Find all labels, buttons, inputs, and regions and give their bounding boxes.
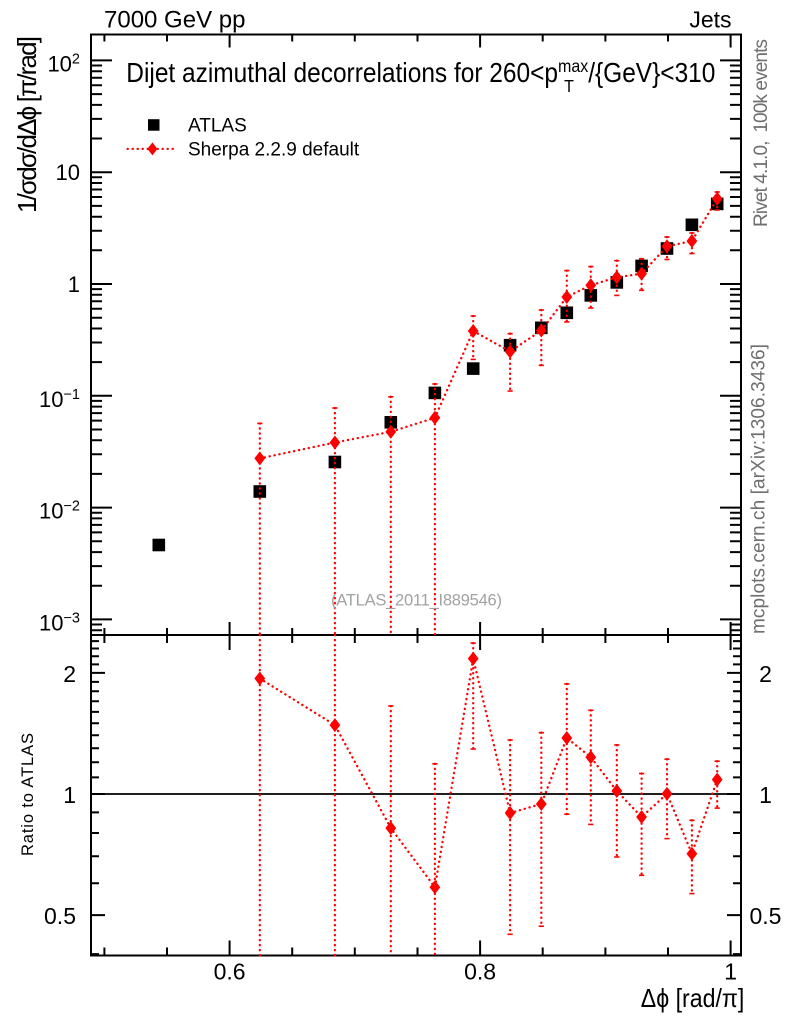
svg-text:ATLAS: ATLAS <box>188 116 247 137</box>
svg-text:Jets: Jets <box>689 7 731 33</box>
svg-text:7000 GeV pp: 7000 GeV pp <box>104 7 245 34</box>
svg-text:0.5: 0.5 <box>750 903 782 929</box>
svg-text:2: 2 <box>63 661 76 687</box>
svg-text:0.6: 0.6 <box>214 959 246 985</box>
svg-text:mcplots.cern.ch [arXiv:1306.34: mcplots.cern.ch [arXiv:1306.3436] <box>749 344 770 634</box>
svg-text:1/σdσ/dΔϕ [π/rad]: 1/σdσ/dΔϕ [π/rad] <box>12 36 42 213</box>
svg-text:1: 1 <box>63 782 76 808</box>
svg-text:0.8: 0.8 <box>464 959 496 985</box>
svg-text:Ratio to ATLAS: Ratio to ATLAS <box>19 733 37 856</box>
svg-text:1: 1 <box>68 272 80 297</box>
svg-text:0.5: 0.5 <box>44 903 76 929</box>
svg-text:2: 2 <box>759 661 772 687</box>
svg-text:10: 10 <box>56 160 80 185</box>
svg-text:1: 1 <box>759 782 772 808</box>
svg-text:Rivet 4.1.0, 100k events: Rivet 4.1.0, 100k events <box>751 39 772 227</box>
svg-text:Δϕ [rad/π]: Δϕ [rad/π] <box>641 985 745 1014</box>
svg-text:1: 1 <box>724 959 737 985</box>
svg-text:Sherpa 2.2.9 default: Sherpa 2.2.9 default <box>188 140 360 161</box>
svg-text:(ATLAS_2011_I889546): (ATLAS_2011_I889546) <box>331 592 502 610</box>
